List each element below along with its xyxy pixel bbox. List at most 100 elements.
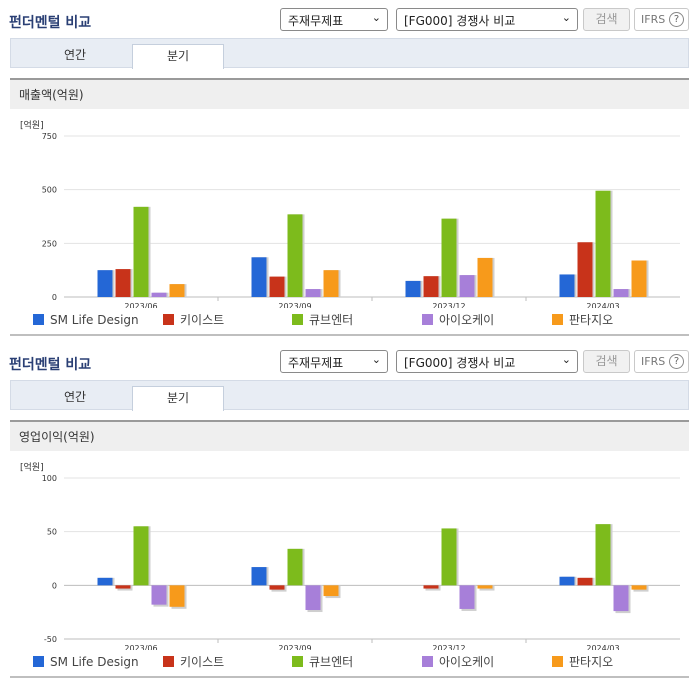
bar-아이오케이-2023/06[interactable] [151, 292, 167, 297]
legend-label: 키이스트 [180, 655, 225, 669]
bar-판타지오-2023/12[interactable] [477, 585, 493, 589]
bar-아이오케이-2024/03[interactable] [613, 289, 629, 297]
ifrs-label: IFRS [641, 13, 666, 26]
bar-판타지오-2023/09[interactable] [323, 585, 339, 597]
bar-키이스트-2023/09[interactable] [269, 585, 285, 590]
legend-swatch [33, 314, 44, 325]
chevron-down-icon: ⌄ [371, 11, 381, 24]
x-tick-label: 2023/09 [278, 302, 311, 308]
bar-아이오케이-2023/09[interactable] [305, 289, 321, 297]
tab-annual[interactable]: 연간 [63, 390, 87, 404]
bar-아이오케이-2023/06[interactable] [151, 585, 167, 605]
legend-item-큐브엔터[interactable]: 큐브엔터 [292, 655, 353, 669]
ifrs-label: IFRS [641, 355, 666, 368]
legend-swatch [552, 656, 563, 667]
legend-item-판타지오[interactable]: 판타지오 [552, 313, 613, 327]
bar-아이오케이-2023/12[interactable] [459, 275, 475, 297]
y-tick-label: 0 [52, 293, 57, 302]
bar-키이스트-2023/09[interactable] [269, 276, 285, 297]
legend-label: 아이오케이 [439, 313, 495, 327]
bar-키이스트-2023/06[interactable] [115, 585, 131, 589]
sales-bar-chart: 750 500 250 0 2023/06 2023/09 2023/12 2024/03 [42, 132, 680, 308]
search-button[interactable]: 검색 [583, 8, 630, 31]
legend-item-판타지오[interactable]: 판타지오 [552, 655, 613, 669]
bar-sm-life-design-2024/03[interactable] [559, 274, 575, 297]
y-tick-label: 50 [47, 528, 57, 537]
search-button[interactable]: 검색 [583, 350, 630, 373]
statement-select[interactable]: 주재무제표 ⌄ [280, 350, 388, 373]
section-title: 매출액(억원) [10, 78, 689, 109]
x-tick-label: 2023/09 [278, 644, 311, 650]
fundamental-panel-sales: 펀더멘털 비교 주재무제표 ⌄ [FG000] 경쟁사 비교 ⌄ 검색 IFRS… [9, 8, 689, 336]
x-tick-label: 2023/12 [432, 302, 465, 308]
tab-quarterly[interactable]: 분기 [132, 44, 224, 69]
legend-label: 판타지오 [569, 655, 614, 669]
bar-큐브엔터-2023/06[interactable] [133, 206, 149, 297]
statement-select[interactable]: 주재무제표 ⌄ [280, 8, 388, 31]
legend-label: SM Life Design [50, 313, 139, 327]
bar-판타지오-2024/03[interactable] [631, 260, 647, 297]
bar-판타지오-2023/06[interactable] [169, 585, 185, 607]
legend-label: SM Life Design [50, 655, 139, 669]
legend-swatch [33, 656, 44, 667]
tab-quarterly[interactable]: 분기 [132, 386, 224, 411]
x-tick-label: 2024/03 [586, 644, 619, 650]
legend-item-큐브엔터[interactable]: 큐브엔터 [292, 313, 353, 327]
bar-키이스트-2024/03[interactable] [577, 577, 593, 586]
bar-sm-life-design-2023/09[interactable] [251, 257, 267, 297]
bar-판타지오-2023/06[interactable] [169, 284, 185, 297]
ifrs-button[interactable]: IFRS ? [634, 350, 689, 373]
help-circle-icon[interactable]: ? [669, 12, 684, 27]
bar-아이오케이-2023/09[interactable] [305, 585, 321, 611]
tab-annual[interactable]: 연간 [63, 48, 87, 62]
bar-키이스트-2023/06[interactable] [115, 269, 131, 297]
bar-키이스트-2023/12[interactable] [423, 585, 439, 589]
bar-큐브엔터-2023/12[interactable] [441, 528, 457, 586]
chevron-down-icon: ⌄ [371, 353, 381, 366]
legend-item-아이오케이[interactable]: 아이오케이 [422, 313, 494, 327]
bar-아이오케이-2024/03[interactable] [613, 585, 629, 612]
bar-판타지오-2023/09[interactable] [323, 270, 339, 297]
panel-title: 펀더멘털 비교 [9, 357, 92, 373]
legend-swatch [292, 314, 303, 325]
legend-label: 큐브엔터 [309, 655, 354, 669]
help-circle-icon[interactable]: ? [669, 354, 684, 369]
compare-select[interactable]: [FG000] 경쟁사 비교 ⌄ [396, 8, 578, 31]
y-tick-label: 250 [42, 239, 57, 248]
bar-큐브엔터-2024/03[interactable] [595, 190, 611, 297]
bar-키이스트-2024/03[interactable] [577, 242, 593, 297]
ifrs-button[interactable]: IFRS ? [634, 8, 689, 31]
bar-sm-life-design-2023/06[interactable] [97, 577, 113, 586]
x-tick-label: 2024/03 [586, 302, 619, 308]
x-tick-label: 2023/06 [124, 302, 157, 308]
bar-큐브엔터-2023/09[interactable] [287, 214, 303, 297]
legend-item-키이스트[interactable]: 키이스트 [163, 313, 224, 327]
bar-큐브엔터-2023/12[interactable] [441, 218, 457, 297]
compare-select[interactable]: [FG000] 경쟁사 비교 ⌄ [396, 350, 578, 373]
legend-item-키이스트[interactable]: 키이스트 [163, 655, 224, 669]
legend-item-sm-life-design[interactable]: SM Life Design [33, 655, 139, 669]
bar-판타지오-2023/12[interactable] [477, 257, 493, 297]
operating-profit-bar-chart: 100 50 0 -50 2023/06 2023/09 2023/12 2024/03 [42, 474, 680, 650]
bar-아이오케이-2023/12[interactable] [459, 585, 475, 609]
bar-키이스트-2023/12[interactable] [423, 276, 439, 297]
statement-select-value: 주재무제표 [288, 14, 344, 28]
x-tick-label: 2023/12 [432, 644, 465, 650]
bar-sm-life-design-2023/06[interactable] [97, 270, 113, 297]
bar-sm-life-design-2023/12[interactable] [405, 280, 421, 297]
bar-큐브엔터-2024/03[interactable] [595, 524, 611, 586]
legend-item-아이오케이[interactable]: 아이오케이 [422, 655, 494, 669]
legend-swatch [163, 656, 174, 667]
bar-판타지오-2024/03[interactable] [631, 585, 647, 590]
legend-item-sm-life-design[interactable]: SM Life Design [33, 313, 139, 327]
bar-sm-life-design-2023/09[interactable] [251, 567, 267, 586]
unit-label: [억원] [20, 463, 44, 473]
bar-큐브엔터-2023/06[interactable] [133, 526, 149, 586]
unit-label: [억원] [20, 121, 44, 131]
bar-sm-life-design-2024/03[interactable] [559, 576, 575, 586]
legend-swatch [163, 314, 174, 325]
bar-큐브엔터-2023/09[interactable] [287, 548, 303, 586]
y-tick-label: 750 [42, 132, 57, 141]
legend-swatch [422, 314, 433, 325]
section-title: 영업이익(억원) [10, 420, 689, 451]
